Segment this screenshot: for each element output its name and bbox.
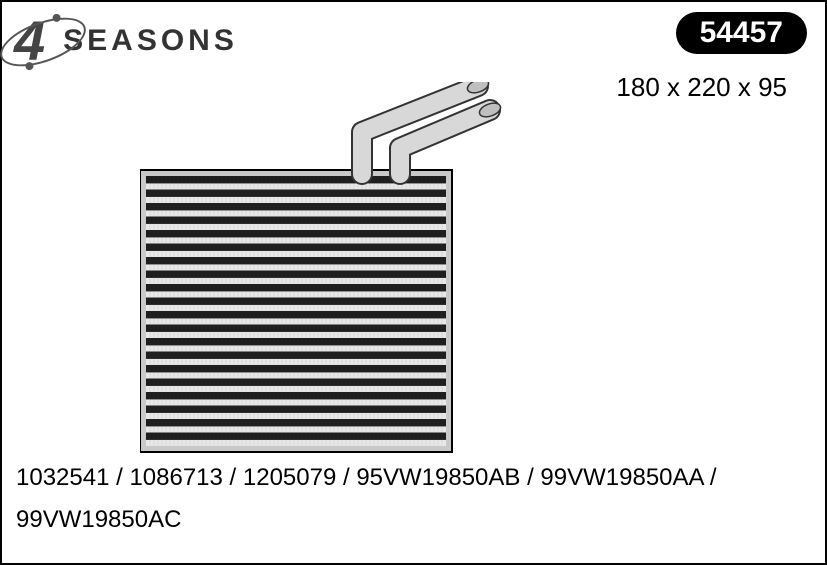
evaporator-diagram [140, 82, 560, 467]
cross-reference-list: 1032541 / 1086713 / 1205079 / 95VW19850A… [16, 457, 811, 541]
brand-logo: 4 SEASONS [14, 8, 238, 73]
evaporator-svg [140, 82, 560, 462]
brand-name: SEASONS [63, 24, 238, 58]
dimensions-text: 180 x 220 x 95 [616, 72, 787, 103]
logo-dot [51, 13, 61, 23]
part-number-badge: 54457 [676, 12, 807, 54]
